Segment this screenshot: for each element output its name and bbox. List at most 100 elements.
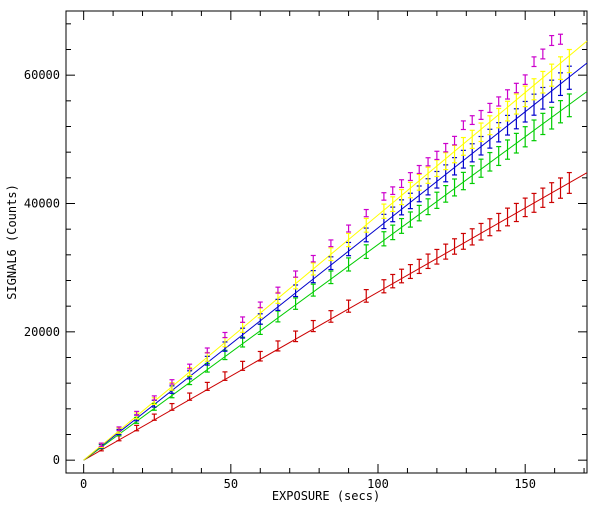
error-bar <box>558 177 564 199</box>
error-bar <box>169 379 175 385</box>
error-bar <box>469 165 475 185</box>
error-bar <box>540 70 546 94</box>
error-bar <box>549 106 555 130</box>
error-bar <box>558 56 564 81</box>
error-bar <box>407 211 413 228</box>
x-axis-title: EXPOSURE (secs) <box>272 489 380 503</box>
error-bar <box>275 286 281 294</box>
error-bar <box>505 139 511 160</box>
error-bar <box>478 158 484 178</box>
error-bar <box>169 402 175 411</box>
error-bar <box>381 203 387 219</box>
error-bar <box>257 301 263 309</box>
error-bar <box>310 283 316 297</box>
error-bar <box>496 96 502 107</box>
error-bar <box>416 258 422 275</box>
error-bar <box>407 172 413 182</box>
error-bar <box>487 218 493 237</box>
error-bar <box>310 319 316 333</box>
y-tick-label: 20000 <box>24 325 60 339</box>
error-bar <box>222 371 228 381</box>
error-bar <box>310 254 316 263</box>
error-bar <box>399 188 405 206</box>
error-bar <box>346 299 352 313</box>
error-bar <box>558 100 564 124</box>
error-bar <box>363 217 369 233</box>
x-tick-label: 100 <box>367 477 389 491</box>
y-tick-label: 0 <box>53 453 60 467</box>
error-bar <box>549 34 555 47</box>
error-bar <box>522 74 528 86</box>
error-bar <box>558 33 564 45</box>
error-bar <box>434 248 440 265</box>
error-bar <box>434 150 440 161</box>
error-bar <box>566 93 572 118</box>
error-bar <box>204 347 210 354</box>
error-bar <box>531 78 537 101</box>
fit-line <box>83 91 588 461</box>
error-bar <box>531 192 537 213</box>
y-tick-label: 60000 <box>24 68 60 82</box>
error-bar <box>566 48 572 74</box>
y-axis-title: SIGNAL6 (Counts) <box>5 184 19 300</box>
error-bar <box>240 360 246 371</box>
error-bar <box>478 109 484 120</box>
error-bar <box>399 217 405 234</box>
error-bar <box>240 316 246 323</box>
error-bar <box>452 238 458 255</box>
error-bar <box>505 207 511 227</box>
error-bar <box>390 196 396 213</box>
error-bar <box>540 48 546 60</box>
error-bar <box>381 192 387 201</box>
error-bar <box>452 178 458 197</box>
error-bar <box>134 424 140 432</box>
plot-frame <box>65 10 588 474</box>
error-bar <box>134 410 140 416</box>
error-bar <box>487 115 493 136</box>
error-bar <box>98 442 104 448</box>
x-tick-label: 50 <box>224 477 238 491</box>
fit-line <box>83 172 588 461</box>
error-bar <box>478 222 484 241</box>
error-bar <box>522 126 528 148</box>
error-bar <box>522 85 528 108</box>
fit-lines <box>83 40 588 461</box>
error-bar <box>399 179 405 189</box>
error-bar <box>496 212 502 232</box>
error-bar <box>310 262 316 276</box>
error-bar <box>116 435 122 442</box>
error-bar <box>513 202 519 223</box>
error-bar <box>187 392 193 401</box>
error-bar <box>452 144 458 164</box>
tick-labels: 0 50 100 150 0 20000 40000 60000 <box>24 68 536 491</box>
error-bar <box>443 142 449 153</box>
error-bar <box>487 102 493 113</box>
error-bar <box>425 157 431 167</box>
error-bar <box>513 82 519 94</box>
error-bar <box>328 310 334 323</box>
error-bar <box>346 257 352 272</box>
error-bar <box>275 340 281 352</box>
error-bar <box>390 224 396 241</box>
x-tick-label: 150 <box>514 477 536 491</box>
error-bar <box>505 100 511 122</box>
error-bar <box>531 56 537 68</box>
error-bar <box>522 197 528 218</box>
axis-ticks <box>66 11 587 473</box>
error-bar <box>425 166 431 184</box>
error-bar <box>505 89 511 100</box>
error-bar <box>293 276 299 290</box>
error-bar <box>116 426 122 432</box>
error-bar <box>513 132 519 154</box>
error-bar <box>416 204 422 222</box>
error-bar <box>390 273 396 289</box>
error-bar <box>443 184 449 203</box>
error-bar <box>328 247 334 262</box>
fit-line <box>83 62 588 461</box>
error-bar <box>460 136 466 156</box>
error-bar <box>416 173 422 191</box>
error-bar <box>531 119 537 142</box>
error-bar <box>469 129 475 149</box>
error-bar <box>434 191 440 209</box>
error-bar <box>443 243 449 260</box>
